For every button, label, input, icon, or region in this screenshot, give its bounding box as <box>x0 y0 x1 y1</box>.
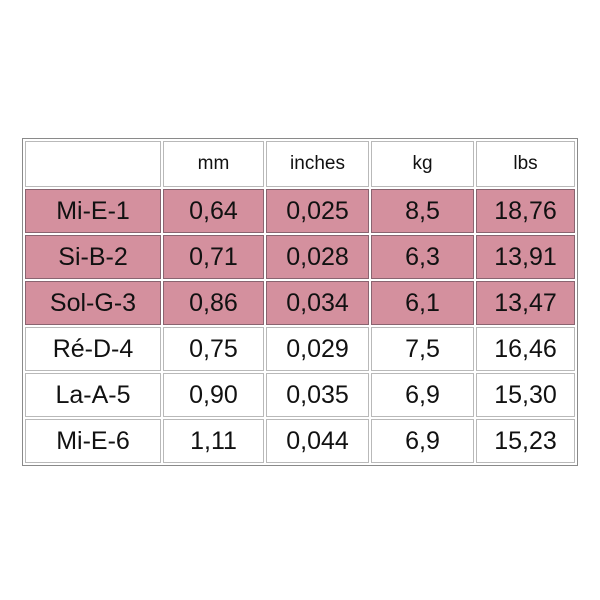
row-label-cell: Ré-D-4 <box>25 327 161 371</box>
corner-cell <box>25 141 161 187</box>
table-row: Sol-G-3 0,86 0,034 6,1 13,47 <box>25 281 575 325</box>
value-cell: 0,86 <box>163 281 264 325</box>
table-row: Mi-E-1 0,64 0,025 8,5 18,76 <box>25 189 575 233</box>
row-label-cell: La-A-5 <box>25 373 161 417</box>
value-cell: 1,11 <box>163 419 264 463</box>
row-label-cell: Mi-E-6 <box>25 419 161 463</box>
value-cell: 0,034 <box>266 281 369 325</box>
header-cell: lbs <box>476 141 575 187</box>
table-row: Si-B-2 0,71 0,028 6,3 13,91 <box>25 235 575 279</box>
header-cell: inches <box>266 141 369 187</box>
value-cell: 0,044 <box>266 419 369 463</box>
value-cell: 16,46 <box>476 327 575 371</box>
value-cell: 15,23 <box>476 419 575 463</box>
table-row: Mi-E-6 1,11 0,044 6,9 15,23 <box>25 419 575 463</box>
value-cell: 13,91 <box>476 235 575 279</box>
value-cell: 13,47 <box>476 281 575 325</box>
value-cell: 0,75 <box>163 327 264 371</box>
value-cell: 6,1 <box>371 281 474 325</box>
row-label-cell: Si-B-2 <box>25 235 161 279</box>
table-row: Ré-D-4 0,75 0,029 7,5 16,46 <box>25 327 575 371</box>
value-cell: 6,9 <box>371 373 474 417</box>
value-cell: 0,035 <box>266 373 369 417</box>
value-cell: 0,90 <box>163 373 264 417</box>
value-cell: 0,028 <box>266 235 369 279</box>
value-cell: 7,5 <box>371 327 474 371</box>
row-label-cell: Mi-E-1 <box>25 189 161 233</box>
value-cell: 8,5 <box>371 189 474 233</box>
header-row: mm inches kg lbs <box>25 141 575 187</box>
value-cell: 0,029 <box>266 327 369 371</box>
header-cell: kg <box>371 141 474 187</box>
value-cell: 15,30 <box>476 373 575 417</box>
value-cell: 0,025 <box>266 189 369 233</box>
value-cell: 6,9 <box>371 419 474 463</box>
value-cell: 6,3 <box>371 235 474 279</box>
row-label-cell: Sol-G-3 <box>25 281 161 325</box>
data-table: mm inches kg lbs Mi-E-1 0,64 0,025 8,5 18,76 Si-… <box>22 138 578 466</box>
value-cell: 0,64 <box>163 189 264 233</box>
header-cell: mm <box>163 141 264 187</box>
value-cell: 18,76 <box>476 189 575 233</box>
table-body: mm inches kg lbs Mi-E-1 0,64 0,025 8,5 18,76 Si-… <box>25 141 575 463</box>
value-cell: 0,71 <box>163 235 264 279</box>
table-row: La-A-5 0,90 0,035 6,9 15,30 <box>25 373 575 417</box>
